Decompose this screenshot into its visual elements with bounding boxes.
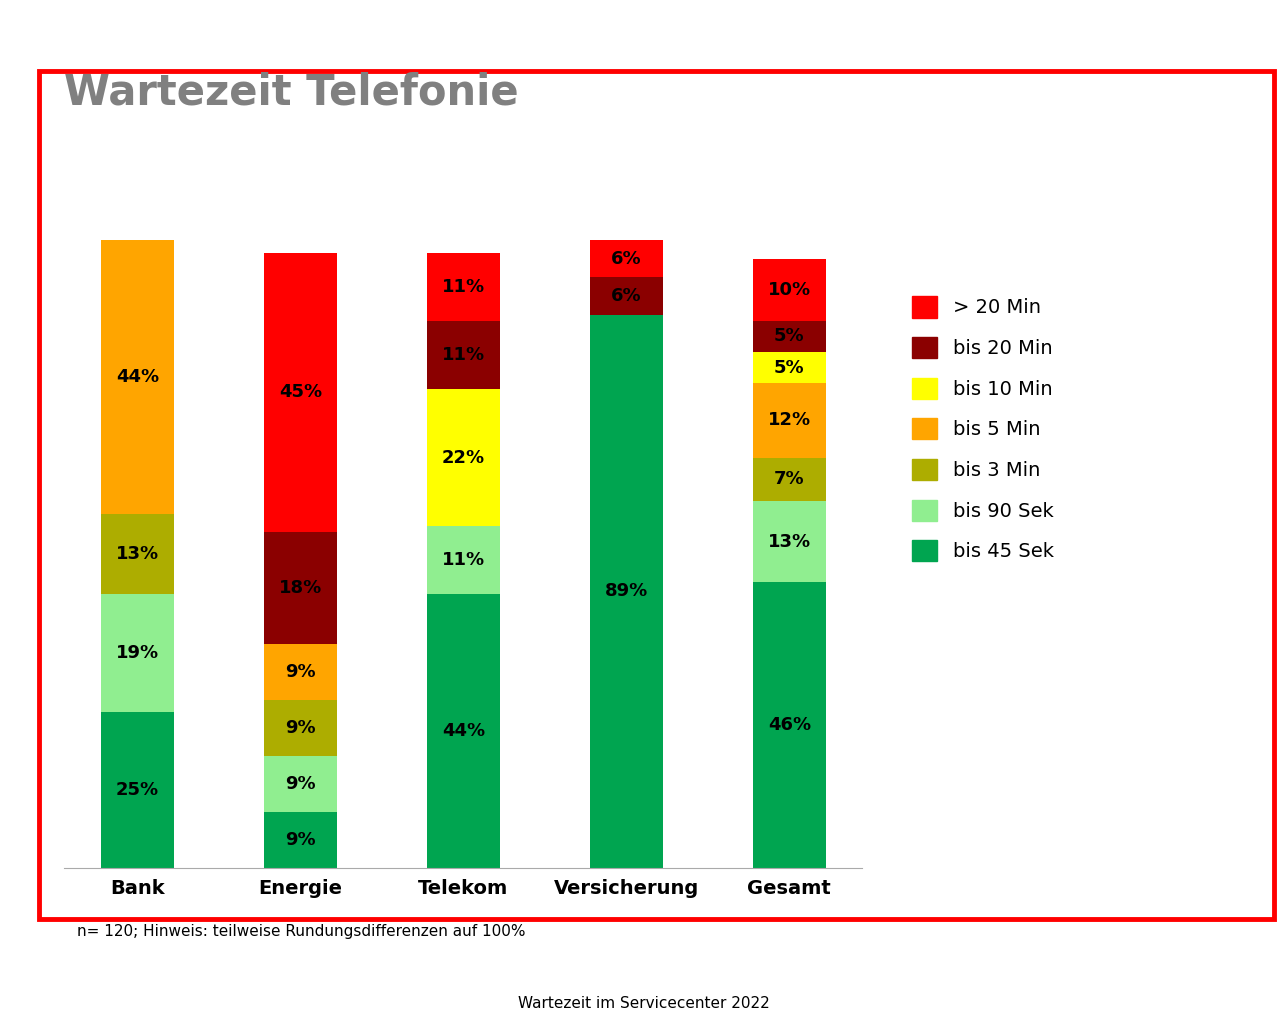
Text: 89%: 89% [605, 582, 647, 600]
Text: 10%: 10% [768, 281, 811, 299]
Bar [427, 526, 499, 594]
Bar [753, 321, 826, 352]
Text: 11%: 11% [441, 551, 485, 570]
Bar [589, 240, 663, 278]
Legend: > 20 Min, bis 20 Min, bis 10 Min, bis 5 Min, bis 3 Min, bis 90 Sek, bis 45 Sek: > 20 Min, bis 20 Min, bis 10 Min, bis 5 … [905, 289, 1062, 569]
Text: 13%: 13% [116, 545, 158, 563]
Bar [100, 514, 174, 594]
Bar [753, 352, 826, 383]
Text: Wartezeit Telefonie: Wartezeit Telefonie [64, 71, 519, 113]
Text: 9%: 9% [284, 831, 315, 848]
Text: 18%: 18% [279, 579, 322, 597]
Text: 11%: 11% [441, 278, 485, 296]
Text: 12%: 12% [768, 411, 811, 430]
Bar [589, 278, 663, 314]
Text: 22%: 22% [441, 448, 485, 467]
Bar [264, 812, 337, 868]
Text: 9%: 9% [284, 775, 315, 793]
Text: Wartezeit im Servicecenter 2022: Wartezeit im Servicecenter 2022 [517, 995, 770, 1011]
Bar [264, 756, 337, 812]
Text: n= 120; Hinweis: teilweise Rundungsdifferenzen auf 100%: n= 120; Hinweis: teilweise Rundungsdiffe… [77, 924, 525, 939]
Bar [100, 594, 174, 713]
Bar [264, 252, 337, 532]
Bar [753, 457, 826, 501]
Bar [427, 321, 499, 389]
Text: 5%: 5% [773, 328, 804, 345]
Text: 19%: 19% [116, 644, 158, 663]
Bar [427, 389, 499, 526]
Text: 25%: 25% [116, 781, 158, 799]
Bar [427, 252, 499, 321]
Bar [100, 713, 174, 868]
Text: 13%: 13% [768, 533, 811, 550]
Bar [264, 532, 337, 644]
Text: 6%: 6% [611, 250, 642, 268]
Bar [427, 594, 499, 868]
Text: 11%: 11% [441, 346, 485, 364]
Text: 46%: 46% [768, 716, 811, 734]
Text: 44%: 44% [116, 368, 158, 386]
Text: 44%: 44% [441, 722, 485, 740]
Bar [753, 258, 826, 321]
Bar [753, 582, 826, 868]
Text: 5%: 5% [773, 358, 804, 377]
Text: 9%: 9% [284, 719, 315, 737]
Bar [589, 314, 663, 868]
Text: 45%: 45% [279, 384, 322, 401]
Bar [264, 700, 337, 756]
Bar [753, 501, 826, 582]
Bar [100, 240, 174, 514]
Bar [753, 383, 826, 457]
Text: 6%: 6% [611, 287, 642, 305]
Text: 7%: 7% [773, 471, 804, 488]
Bar [264, 644, 337, 700]
Text: 9%: 9% [284, 663, 315, 681]
